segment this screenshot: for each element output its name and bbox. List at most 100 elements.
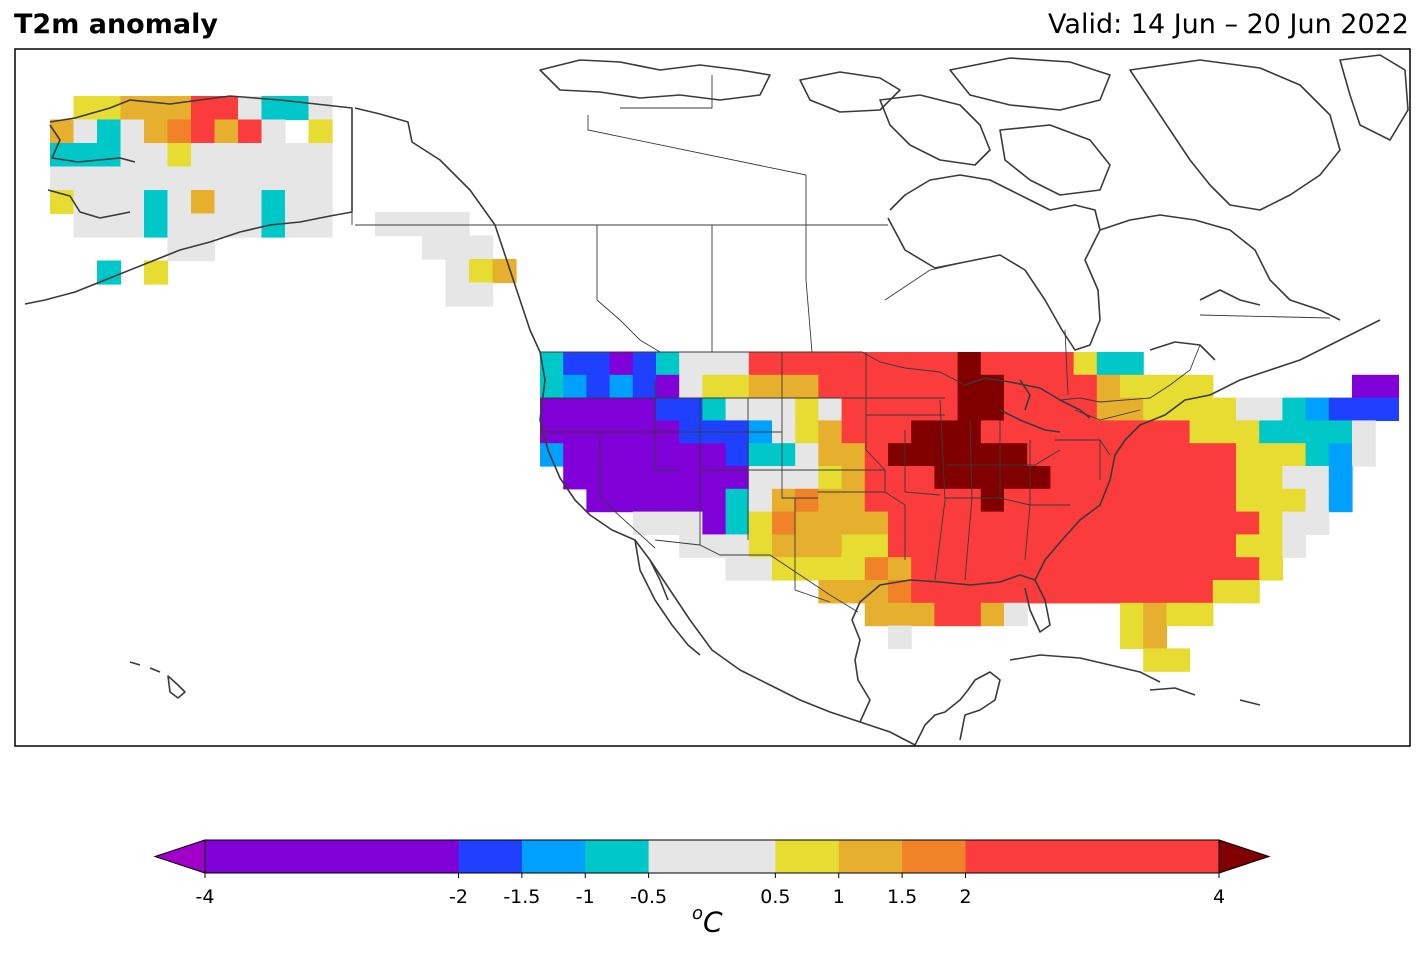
anomaly-cell <box>1027 352 1051 376</box>
anomaly-cell <box>864 602 889 627</box>
anomaly-cell <box>1050 420 1075 444</box>
anomaly-cell <box>191 166 216 191</box>
anomaly-cell <box>308 190 333 215</box>
anomaly-cell <box>1328 397 1353 421</box>
anomaly-cell <box>957 420 982 444</box>
anomaly-cell <box>934 397 959 421</box>
anomaly-cell <box>957 443 982 467</box>
anomaly-cell <box>841 374 866 399</box>
anomaly-cell <box>308 166 333 191</box>
anomaly-cell <box>586 466 611 490</box>
anomaly-cell <box>980 420 1005 444</box>
anomaly-cell <box>1120 488 1144 513</box>
colorbar-tick-label: -4 <box>196 886 215 908</box>
anomaly-cell <box>1212 397 1237 421</box>
coastlines <box>24 54 1409 746</box>
anomaly-cell <box>1120 580 1144 604</box>
anomaly-cell <box>285 96 310 121</box>
anomaly-cell <box>1305 420 1330 444</box>
anomaly-cell <box>748 352 773 376</box>
anomaly-cell <box>772 488 796 513</box>
anomaly-cell <box>772 466 796 490</box>
colorbar-segment <box>585 840 650 873</box>
anomaly-cell <box>888 534 912 558</box>
anomaly-cell <box>841 466 866 490</box>
anomaly-cell <box>1120 352 1144 376</box>
anomaly-cell <box>725 466 750 490</box>
anomaly-cell <box>702 511 727 535</box>
anomaly-cell <box>1212 443 1237 467</box>
anomaly-cell <box>795 511 819 535</box>
anomaly-cell <box>97 166 122 191</box>
anomaly-cell <box>772 534 796 558</box>
anomaly-cell <box>97 260 122 285</box>
anomaly-cell <box>1143 557 1167 581</box>
anomaly-cell <box>586 488 611 513</box>
anomaly-cell <box>120 143 145 168</box>
anomaly-cell <box>144 119 169 144</box>
anomaly-cell <box>167 119 192 144</box>
anomaly-cell <box>888 420 912 444</box>
colorbar-segment <box>965 840 1220 873</box>
anomaly-cell <box>818 352 843 376</box>
anomaly-cell <box>1166 602 1191 627</box>
anomaly-cell <box>1004 420 1028 444</box>
anomaly-cell <box>679 374 703 399</box>
anomaly-cell <box>632 374 657 399</box>
anomaly-cell <box>1073 511 1098 535</box>
anomaly-cell <box>748 397 773 421</box>
anomaly-cell <box>934 557 959 581</box>
anomaly-cell <box>841 352 866 376</box>
anomaly-cell <box>864 443 889 467</box>
anomaly-cell <box>1050 511 1075 535</box>
anomaly-cell <box>1282 466 1307 490</box>
anomaly-cell <box>1073 488 1098 513</box>
anomaly-cell <box>167 237 192 262</box>
anomaly-cell <box>656 466 680 490</box>
anomaly-cell <box>1166 557 1191 581</box>
anomaly-cell <box>841 534 866 558</box>
anomaly-cell <box>818 580 843 604</box>
anomaly-cell <box>1212 580 1237 604</box>
anomaly-cell <box>818 466 843 490</box>
anomaly-cell <box>238 119 263 144</box>
anomaly-cell <box>1027 374 1051 399</box>
anomaly-cell <box>1236 511 1260 535</box>
anomaly-cell <box>1143 602 1167 627</box>
anomaly-cell <box>1050 488 1075 513</box>
anomaly-cell <box>308 143 333 168</box>
anomaly-cell <box>1096 511 1121 535</box>
anomaly-cell <box>191 213 216 238</box>
anomaly-cell <box>702 488 727 513</box>
anomaly-cell <box>632 511 657 535</box>
anomaly-cell <box>934 602 959 627</box>
anomaly-cell <box>214 119 239 144</box>
anomaly-cell <box>1375 374 1399 399</box>
anomaly-cell <box>818 534 843 558</box>
anomaly-cell <box>934 420 959 444</box>
colorbar-segment <box>775 840 840 873</box>
anomaly-cell <box>864 397 889 421</box>
colorbar-segment <box>458 840 523 873</box>
anomaly-cell <box>1375 397 1399 421</box>
anomaly-cell <box>888 443 912 467</box>
colorbar-outline <box>204 839 1220 874</box>
anomaly-cell <box>1027 511 1051 535</box>
anomaly-cell <box>261 143 286 168</box>
anomaly-cell <box>980 534 1005 558</box>
anomaly-cell <box>563 352 587 376</box>
anomaly-cell <box>1004 488 1028 513</box>
anomaly-cell <box>214 143 239 168</box>
anomaly-cell <box>445 282 470 307</box>
anomaly-cell <box>1120 511 1144 535</box>
anomaly-cell <box>1305 466 1330 490</box>
anomaly-cell <box>1120 602 1144 627</box>
anomaly-cell <box>167 190 192 215</box>
anomaly-cell <box>795 557 819 581</box>
anomaly-cell <box>1328 466 1353 490</box>
anomaly-cell <box>656 443 680 467</box>
anomaly-cell <box>1027 443 1051 467</box>
colorbar-tick-label: -1 <box>576 886 595 908</box>
anomaly-cell <box>888 352 912 376</box>
anomaly-cell <box>1073 374 1098 399</box>
